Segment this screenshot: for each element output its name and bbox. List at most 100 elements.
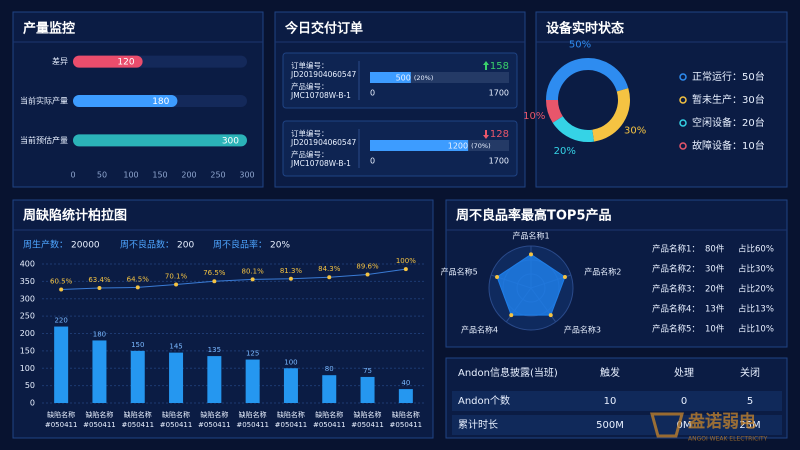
bar-value-label: 150 [131, 341, 144, 349]
trend-arrow [483, 130, 489, 139]
x-tick-label: 缺陷名称 [392, 410, 420, 419]
progress-value: 500 [396, 74, 411, 83]
table-row [452, 415, 782, 435]
list-cell: 产品名称3： [652, 284, 700, 295]
product-label: 产品编号： [291, 81, 329, 91]
panel-title: 设备实时状态 [546, 21, 624, 37]
bar [283, 368, 298, 403]
donut-segment [552, 115, 594, 142]
watermark-subtitle: ANGOI WEAK ELECTRICITY [688, 436, 768, 443]
list-cell: 占比20% [738, 284, 774, 295]
order-label: 订单编号： [291, 128, 329, 138]
progress-min: 0 [370, 89, 375, 98]
legend-value: 50台 [742, 70, 765, 83]
stat-value: 20% [270, 241, 290, 251]
list-cell: 20件 [705, 284, 725, 295]
table-cell: 500M [596, 420, 624, 431]
bar-value-label: 135 [208, 346, 221, 354]
bar-value-label: 125 [246, 350, 259, 358]
progress-max: 1700 [489, 89, 509, 98]
progress-bar [370, 72, 411, 83]
y-tick-label: 250 [20, 312, 35, 321]
percent-label: 10% [523, 111, 545, 122]
line-point [250, 277, 255, 282]
radar-point [548, 313, 553, 318]
trend-arrow [483, 61, 489, 70]
bar-value-label: 100 [284, 358, 297, 366]
watermark-name: 盎诺弱电 [687, 411, 756, 432]
line [61, 268, 406, 290]
percent-label: 30% [624, 125, 646, 136]
bar [360, 376, 375, 403]
legend-dot [679, 142, 687, 150]
category-label: 当前预估产量 [20, 135, 68, 145]
percent-label: 20% [554, 146, 576, 157]
value-label: 300 [222, 136, 239, 146]
list-cell: 产品名称5： [652, 324, 700, 335]
table-cell: 5 [747, 396, 753, 407]
table-cell: 0 [681, 396, 687, 407]
list-cell: 30件 [705, 264, 725, 275]
x-tick-label: #050411 [45, 421, 78, 429]
x-tick-label: 缺陷名称 [85, 410, 113, 419]
progress-track [370, 72, 509, 83]
radar-point [529, 252, 533, 257]
line-point [403, 267, 408, 272]
x-tick-label: 缺陷名称 [47, 410, 75, 419]
donut-segment [591, 88, 630, 142]
bar [169, 352, 184, 403]
table-header: 触发 [600, 366, 620, 379]
x-tick-label: 50 [97, 171, 107, 180]
y-tick-label: 100 [20, 364, 35, 373]
bar [73, 95, 178, 107]
y-tick-label: 150 [20, 346, 35, 355]
y-tick-label: 300 [20, 294, 35, 303]
line-value-label: 100% [396, 257, 416, 265]
x-tick-label: #050411 [160, 421, 193, 429]
logo-icon [650, 412, 684, 438]
value-label: 120 [117, 58, 134, 68]
list-cell: 占比13% [738, 304, 774, 315]
trend-value: 128 [490, 129, 509, 140]
table-cell: 0M [677, 420, 692, 431]
line-point [327, 275, 332, 280]
radar-point [509, 313, 514, 318]
bar [130, 350, 145, 403]
x-tick-label: 0 [70, 171, 75, 180]
line-point [59, 287, 64, 292]
line-value-label: 60.5% [50, 277, 73, 285]
legend-label: 暂未生产： [692, 93, 742, 106]
donut-segment [546, 99, 563, 123]
table-cell: 25M [739, 420, 760, 431]
bar [54, 326, 69, 403]
line-point [212, 279, 217, 284]
progress-min: 0 [370, 157, 375, 166]
line-value-label: 70.1% [165, 273, 188, 281]
order-no: JD201904060547 [290, 70, 356, 79]
line-point [365, 272, 370, 277]
order-label: 订单编号： [291, 60, 329, 70]
progress-percent: (20%) [414, 74, 434, 82]
x-tick-label: 200 [181, 171, 196, 180]
table-header: 处理 [674, 367, 694, 379]
legend-value: 10台 [742, 139, 765, 152]
donut-segment [546, 58, 629, 101]
category-label: 差异 [52, 56, 68, 66]
line-value-label: 63.4% [88, 276, 111, 284]
panel-title: 周缺陷统计柏拉图 [23, 208, 127, 224]
stat-value: 200 [177, 241, 194, 251]
line-point [97, 285, 102, 290]
product-no: JMC10708W-B-1 [290, 159, 351, 168]
stat-label: 周不良品率： [213, 239, 267, 251]
value-label: 180 [152, 97, 169, 107]
y-tick-label: 200 [20, 329, 35, 338]
list-cell: 10件 [705, 324, 725, 335]
radar-label: 产品名称1 [512, 231, 549, 241]
list-cell: 占比60% [738, 244, 774, 255]
x-tick-label: 缺陷名称 [162, 410, 190, 419]
line-value-label: 64.5% [127, 275, 150, 283]
list-cell: 占比30% [738, 264, 774, 275]
bar [73, 134, 247, 147]
x-tick-label: 缺陷名称 [354, 410, 382, 419]
